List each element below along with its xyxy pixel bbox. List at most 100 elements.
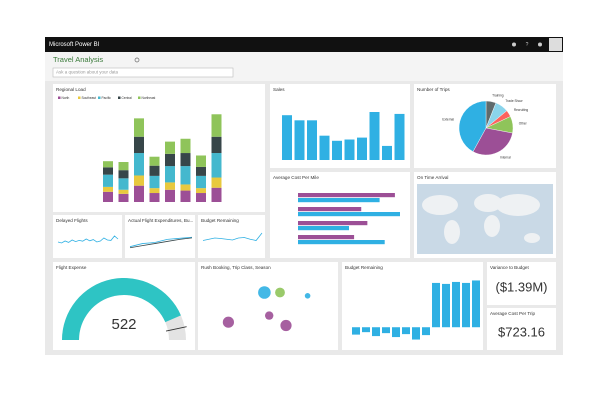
- bar-segment: [149, 175, 160, 189]
- legend-label: Central: [122, 96, 133, 100]
- bar: [298, 221, 368, 226]
- avatar[interactable]: [549, 38, 562, 51]
- bar-segment: [149, 156, 160, 166]
- tile-title: Delayed Flights: [56, 218, 88, 223]
- bar-segment: [118, 193, 129, 202]
- bar-segment: [165, 141, 175, 154]
- tile-title: Average Cost Per Trip: [490, 311, 536, 316]
- bar: [332, 140, 342, 160]
- tile-title: Budget Remaining: [201, 218, 239, 223]
- bar: [344, 139, 355, 160]
- tile-title: Sales: [273, 87, 285, 92]
- bar-segment: [149, 188, 160, 194]
- bar: [298, 198, 380, 203]
- tile: [487, 308, 556, 350]
- settings-icon[interactable]: [512, 42, 516, 47]
- bubble: [258, 286, 271, 299]
- pie-slice: [472, 127, 513, 156]
- bar-segment: [134, 185, 144, 202]
- bar: [294, 120, 305, 160]
- top-bar: [45, 37, 563, 52]
- bar: [298, 207, 362, 212]
- pie-label: Trade Show: [505, 99, 523, 103]
- bar-segment: [165, 182, 175, 190]
- landmass: [496, 194, 540, 216]
- bar-segment: [118, 162, 129, 171]
- line: [202, 232, 263, 241]
- pie-label: Training: [492, 93, 504, 97]
- bar-segment: [134, 175, 144, 186]
- line: [57, 235, 119, 244]
- landmass: [484, 215, 500, 237]
- gauge-target: [165, 326, 187, 332]
- bar-segment: [149, 193, 160, 202]
- bar-segment: [134, 153, 144, 176]
- bar-segment: [180, 138, 191, 154]
- bar: [472, 280, 480, 328]
- bubble: [222, 316, 234, 328]
- tile-title: Rush Booking, Trip Class, Season: [201, 265, 271, 270]
- refresh-icon[interactable]: [134, 57, 140, 63]
- bar-segment: [103, 161, 113, 168]
- bar-segment: [103, 191, 113, 202]
- bar: [382, 327, 390, 334]
- bar-segment: [134, 118, 144, 137]
- dashboard-title: Travel Analysis: [53, 55, 103, 64]
- help-icon[interactable]: ?: [526, 42, 529, 48]
- bar-segment: [196, 193, 206, 202]
- bar-segment: [118, 178, 129, 190]
- bar: [357, 137, 367, 160]
- pie-label: External: [442, 118, 454, 122]
- legend-swatch: [98, 96, 101, 99]
- bubble: [265, 311, 274, 320]
- bar-segment: [103, 186, 113, 192]
- bar: [298, 240, 385, 245]
- gauge-fill: [62, 277, 181, 340]
- bar-segment: [134, 136, 144, 154]
- app-name: Microsoft Power BI: [49, 42, 100, 48]
- bar: [298, 193, 395, 198]
- bar-segment: [211, 177, 222, 188]
- bar-segment: [211, 136, 222, 154]
- legend-swatch: [138, 96, 141, 99]
- pie-label: Other: [519, 122, 528, 126]
- bubble: [275, 287, 285, 298]
- legend-label: Pacific: [102, 96, 112, 100]
- landmass: [422, 195, 458, 215]
- legend-swatch: [58, 96, 61, 99]
- tile-title: Flight Expense: [56, 265, 87, 270]
- bar-segment: [180, 184, 191, 191]
- bar-segment: [149, 165, 160, 176]
- bubble: [304, 293, 311, 299]
- tile-title: Regional Load: [56, 87, 86, 92]
- landmass: [524, 233, 540, 243]
- qa-box[interactable]: [52, 67, 234, 78]
- legend-label: North: [62, 96, 70, 100]
- bar-segment: [180, 153, 191, 167]
- tile-title: Budget Remaining: [345, 265, 383, 270]
- bar: [392, 327, 400, 338]
- bar: [402, 327, 410, 335]
- pie-slice: [458, 100, 487, 152]
- bar: [307, 120, 317, 160]
- kpi-value: ($1.39M): [495, 279, 547, 294]
- bar: [352, 327, 360, 335]
- pie-label: Internal: [500, 156, 511, 160]
- bar-segment: [196, 166, 206, 176]
- kpi-value: $723.16: [498, 324, 545, 339]
- landmass: [444, 220, 460, 244]
- tile-title: On Time Arrival: [417, 175, 448, 180]
- bar-segment: [211, 153, 222, 178]
- tile-title: Actual Flight Expenditures, Bu...: [128, 218, 193, 223]
- bar: [369, 112, 380, 160]
- bar: [442, 283, 450, 328]
- bar-segment: [180, 190, 191, 202]
- user-icon[interactable]: [538, 42, 542, 47]
- bar-segment: [165, 189, 175, 202]
- legend-label: Northeast: [142, 96, 156, 100]
- bar: [298, 226, 349, 231]
- bar: [298, 235, 355, 240]
- bar-segment: [103, 174, 113, 187]
